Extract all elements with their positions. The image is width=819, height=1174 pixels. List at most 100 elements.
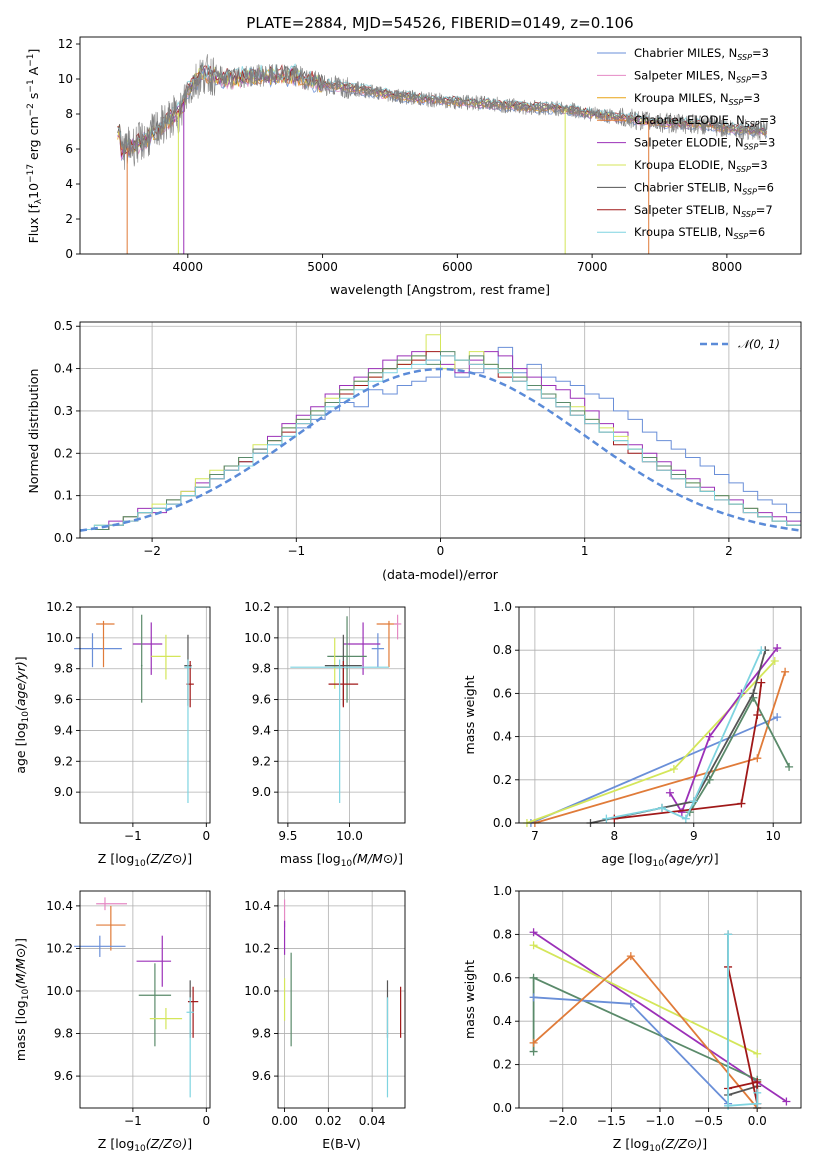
y-tick-label: 6 bbox=[65, 142, 73, 156]
mass-weight-marker bbox=[724, 1101, 733, 1110]
mass-weight-marker bbox=[749, 689, 758, 698]
x-axis-label: E(B-V) bbox=[322, 1136, 361, 1151]
mass-weight-line bbox=[669, 647, 778, 815]
axes-frame bbox=[518, 606, 802, 824]
y-tick-label: 10.2 bbox=[46, 600, 73, 614]
spectrum-y-label: Flux [fλ10−17 erg cm−2 s−1 A−1] bbox=[26, 49, 44, 244]
mass-weight-marker bbox=[724, 930, 733, 939]
legend-entry: Salpeter STELIB, NSSP=7 bbox=[634, 203, 773, 219]
observed-spectrum-line bbox=[120, 54, 768, 170]
mass-weight-line bbox=[526, 660, 776, 824]
x-tick-label: 7 bbox=[531, 829, 539, 843]
x-tick-label: 9.5 bbox=[278, 829, 297, 843]
y-axis-label: mass weight bbox=[462, 675, 477, 754]
y-tick-label: 10.0 bbox=[46, 984, 73, 998]
y-tick-label: 9.6 bbox=[252, 693, 271, 707]
mass-weight-line bbox=[533, 944, 758, 1055]
y-tick-label: 10.4 bbox=[46, 899, 73, 913]
mass-vs-metallicity-panel: −1 0 9.6 9.8 10.0 10.2 10.4 Z [log10(Z/Z⊙)] mass… bbox=[13, 890, 211, 1154]
y-tick-label: 10.0 bbox=[244, 631, 271, 645]
spectrum-title: PLATE=2884, MJD=54526, FIBERID=0149, z=0… bbox=[246, 14, 633, 32]
y-tick-label: 12 bbox=[58, 37, 73, 51]
x-tick-label: −1 bbox=[124, 829, 142, 843]
y-tick-label: 10 bbox=[58, 72, 73, 86]
legend-entry: Salpeter MILES, NSSP=3 bbox=[634, 68, 768, 84]
axes-frame bbox=[79, 36, 802, 255]
x-tick-label: −2.0 bbox=[548, 1114, 577, 1128]
x-tick-label: −1.5 bbox=[597, 1114, 626, 1128]
mass-weight-marker bbox=[529, 973, 538, 982]
residuals-panel: (data-model)/error Normed distribution −… bbox=[26, 319, 802, 582]
y-tick-label: 0.0 bbox=[54, 531, 73, 545]
mass-weight-marker bbox=[705, 775, 714, 784]
y-tick-label: 9.2 bbox=[252, 754, 271, 768]
y-tick-label: 10.2 bbox=[46, 941, 73, 955]
axes-frame bbox=[79, 321, 802, 539]
x-tick-label: 6000 bbox=[442, 260, 473, 274]
mass-weight-marker bbox=[753, 1088, 762, 1097]
x-axis-label: Z [log10(Z/Z⊙)] bbox=[613, 1136, 707, 1154]
x-tick-label: 5000 bbox=[307, 260, 338, 274]
y-tick-label: 8 bbox=[65, 107, 73, 121]
y-tick-label: 9.8 bbox=[252, 662, 271, 676]
mass-weight-marker bbox=[785, 762, 794, 771]
y-tick-label: 0.2 bbox=[493, 773, 512, 787]
axes-frame bbox=[277, 890, 406, 1109]
y-tick-label: 9.2 bbox=[54, 754, 73, 768]
weight-vs-metallicity-panel: −2.0 −1.5 −1.0 −0.5 0.0 0.0 0.2 0.4 0.6 0.8 1.0 Z [… bbox=[462, 884, 802, 1154]
x-tick-label: 2 bbox=[725, 544, 733, 558]
mass-weight-line bbox=[727, 934, 759, 1107]
y-tick-label: 0.8 bbox=[493, 643, 512, 657]
y-tick-label: 9.4 bbox=[252, 723, 271, 737]
y-tick-label: 0.2 bbox=[54, 446, 73, 460]
x-tick-label: 0.04 bbox=[359, 1114, 386, 1128]
legend-entry: Chabrier ELODIE, NSSP=3 bbox=[634, 113, 776, 129]
mass-vs-extinction-panel: 0.00 0.02 0.04 9.6 9.8 10.0 10.2 10.4 E(B-V) bbox=[244, 890, 406, 1151]
x-tick-label: 0.02 bbox=[315, 1114, 342, 1128]
mass-weight-marker bbox=[529, 1047, 538, 1056]
mass-weight-line bbox=[727, 966, 759, 1104]
x-tick-label: 0 bbox=[203, 829, 211, 843]
mass-weight-marker bbox=[737, 799, 746, 808]
legend-entry: 𝒩(0, 1) bbox=[738, 337, 780, 351]
x-tick-label: 0.0 bbox=[748, 1114, 767, 1128]
mass-weight-line bbox=[533, 954, 758, 1109]
x-tick-label: −1 bbox=[124, 1114, 142, 1128]
mass-weight-marker bbox=[753, 1049, 762, 1058]
mass-weight-line bbox=[614, 682, 763, 820]
y-tick-label: 0.3 bbox=[54, 404, 73, 418]
x-tick-label: 10 bbox=[766, 829, 781, 843]
mass-weight-marker bbox=[770, 657, 779, 665]
y-tick-label: 9.0 bbox=[54, 785, 73, 799]
y-tick-label: 9.6 bbox=[252, 1069, 271, 1083]
y-tick-label: 9.6 bbox=[54, 1069, 73, 1083]
mass-weight-marker bbox=[677, 808, 686, 817]
mass-weight-line bbox=[689, 695, 790, 813]
mass-weight-marker bbox=[753, 711, 762, 719]
y-tick-label: 0.8 bbox=[493, 927, 512, 941]
y-tick-label: 1.0 bbox=[493, 884, 512, 898]
y-tick-label: 0.0 bbox=[493, 816, 512, 830]
x-tick-label: 7000 bbox=[577, 260, 608, 274]
x-tick-label: −0.5 bbox=[694, 1114, 723, 1128]
x-axis-label: age [log10(age/yr)] bbox=[601, 851, 718, 869]
model-spectrum-line bbox=[117, 62, 768, 149]
y-axis-label: mass weight bbox=[462, 960, 477, 1039]
y-tick-label: 0.1 bbox=[54, 489, 73, 503]
mass-weight-marker bbox=[757, 646, 766, 655]
y-tick-label: 10.4 bbox=[244, 899, 271, 913]
x-tick-label: 10.0 bbox=[336, 829, 363, 843]
mass-weight-marker bbox=[753, 754, 762, 763]
spectrum-x-label: wavelength [Angstrom, rest frame] bbox=[330, 282, 550, 297]
y-tick-label: 10.2 bbox=[244, 600, 271, 614]
residual-histogram-step bbox=[80, 355, 801, 530]
mass-weight-marker bbox=[681, 814, 690, 823]
mass-weight-marker bbox=[529, 928, 538, 937]
age-vs-mass-panel: 9.5 10.0 9.0 9.2 9.4 9.6 9.8 10.0 10.2 mass [log1… bbox=[244, 600, 406, 869]
spectrum-panel: PLATE=2884, MJD=54526, FIBERID=0149, z=0… bbox=[26, 14, 802, 297]
y-tick-label: 2 bbox=[65, 212, 73, 226]
mass-weight-marker bbox=[602, 814, 611, 823]
y-tick-label: 0.6 bbox=[493, 971, 512, 985]
x-tick-label: −1.0 bbox=[645, 1114, 674, 1128]
